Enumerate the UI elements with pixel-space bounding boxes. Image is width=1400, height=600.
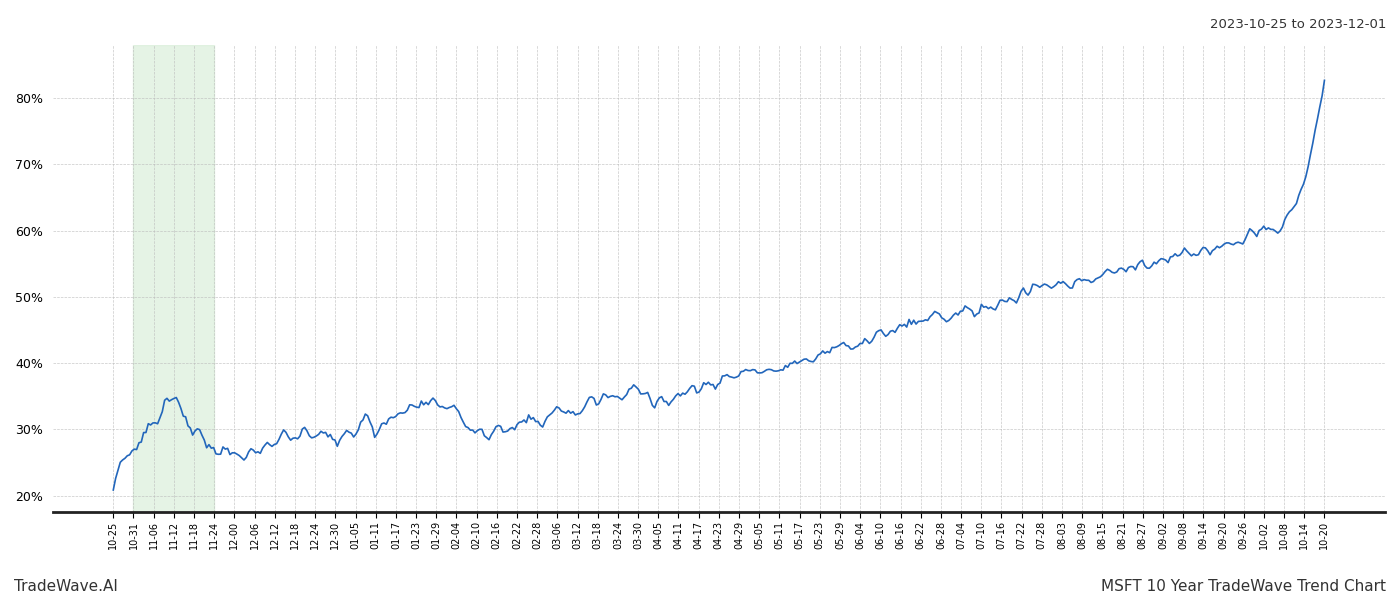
Text: TradeWave.AI: TradeWave.AI — [14, 579, 118, 594]
Bar — [133, 45, 214, 512]
Text: MSFT 10 Year TradeWave Trend Chart: MSFT 10 Year TradeWave Trend Chart — [1100, 579, 1386, 594]
Text: 2023-10-25 to 2023-12-01: 2023-10-25 to 2023-12-01 — [1210, 18, 1386, 31]
